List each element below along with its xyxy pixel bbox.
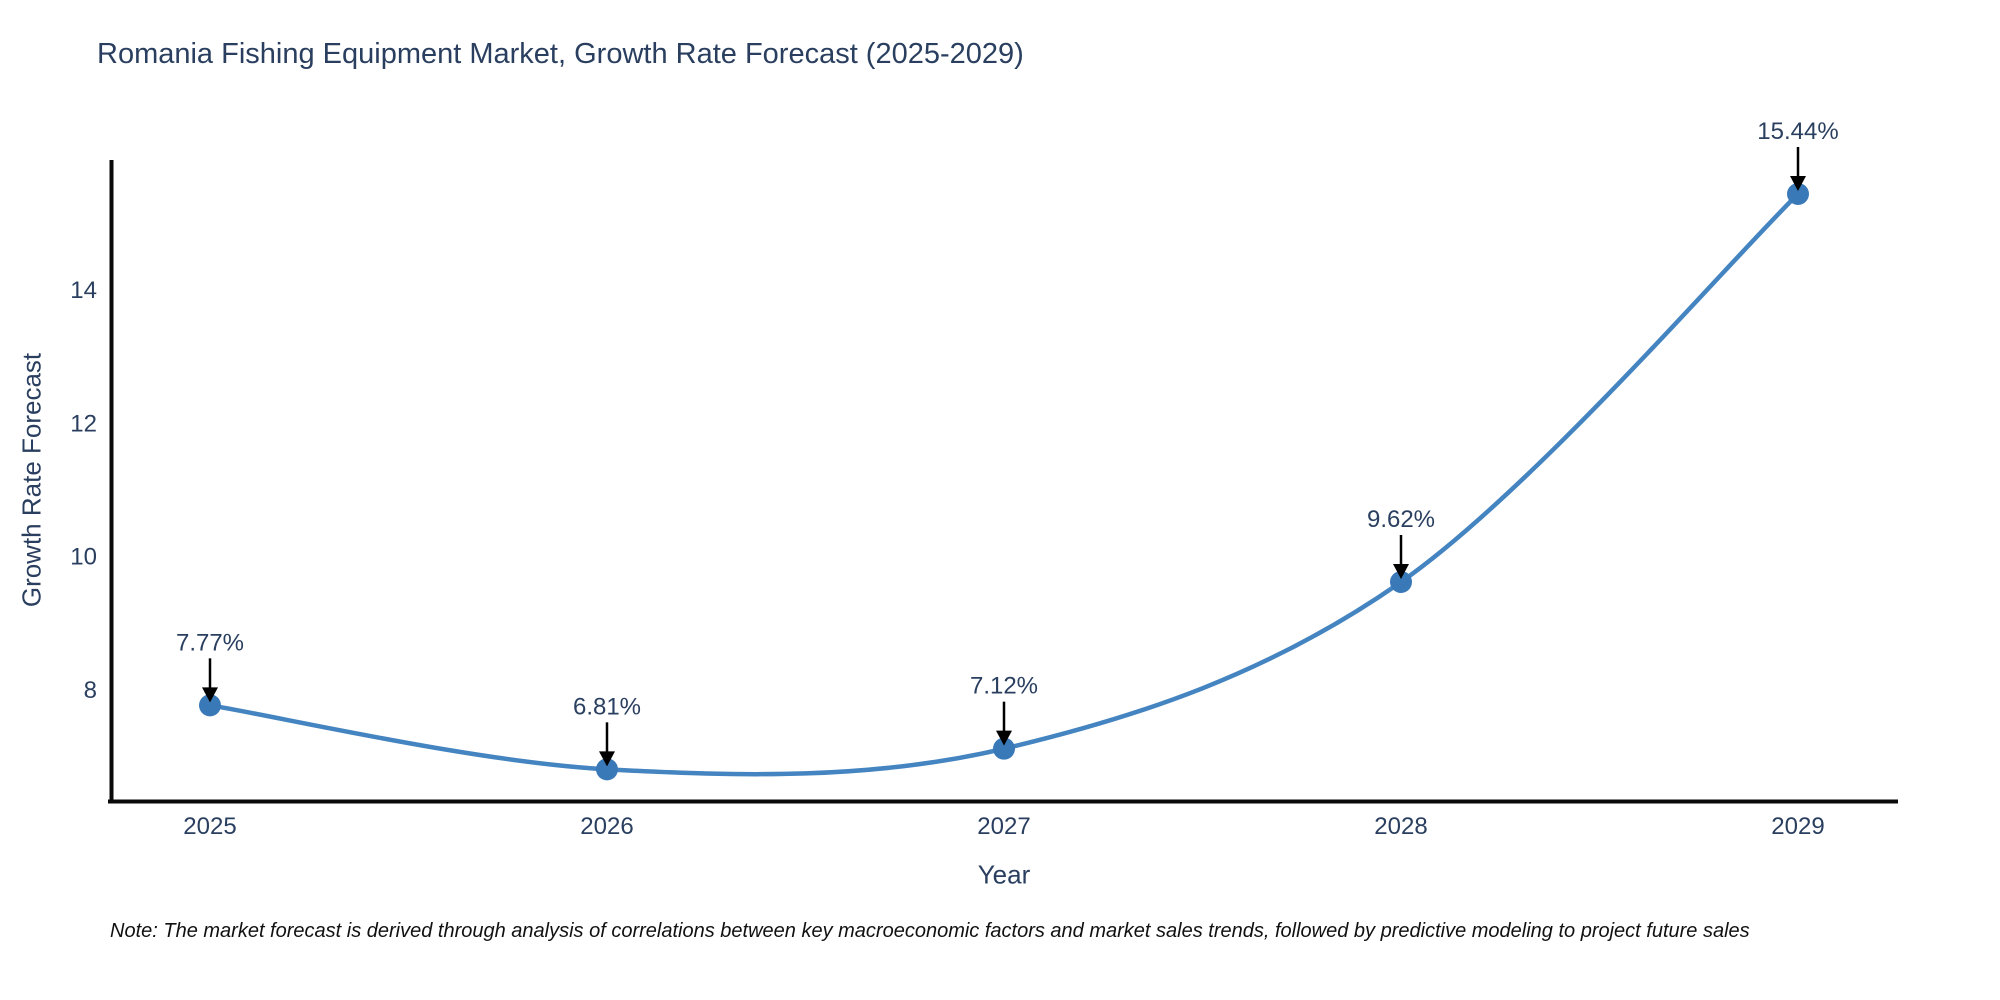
y-tick-label: 10: [70, 544, 97, 571]
y-tick-label: 8: [84, 677, 97, 704]
point-marker: [1787, 182, 1809, 205]
x-tick-label: 2027: [977, 813, 1030, 840]
x-tick-label: 2028: [1374, 813, 1427, 840]
point-value-label: 15.44%: [1757, 118, 1838, 145]
y-tick-label: 12: [70, 410, 97, 437]
annotation-arrowhead: [1790, 175, 1806, 191]
annotation-arrowhead: [1393, 563, 1409, 579]
point-value-label: 6.81%: [573, 693, 641, 720]
annotation-arrowhead: [996, 730, 1012, 746]
point-value-label: 7.77%: [176, 629, 244, 656]
annotation-arrowhead: [599, 751, 615, 767]
point-marker: [1390, 570, 1412, 593]
x-axis-title: Year: [977, 859, 1031, 890]
point-value-label: 7.12%: [970, 673, 1038, 700]
x-tick-label: 2025: [183, 813, 236, 840]
annotation-arrowhead: [202, 687, 218, 703]
point-marker: [199, 694, 221, 717]
y-tick-label: 14: [70, 277, 97, 304]
point-marker: [993, 737, 1015, 760]
point-marker: [596, 758, 618, 781]
chart-title: Romania Fishing Equipment Market, Growth…: [97, 38, 1024, 70]
point-value-label: 9.62%: [1367, 506, 1435, 533]
x-tick-label: 2029: [1771, 813, 1824, 840]
footnote: Note: The market forecast is derived thr…: [110, 920, 1750, 942]
x-tick-label: 2026: [580, 813, 633, 840]
